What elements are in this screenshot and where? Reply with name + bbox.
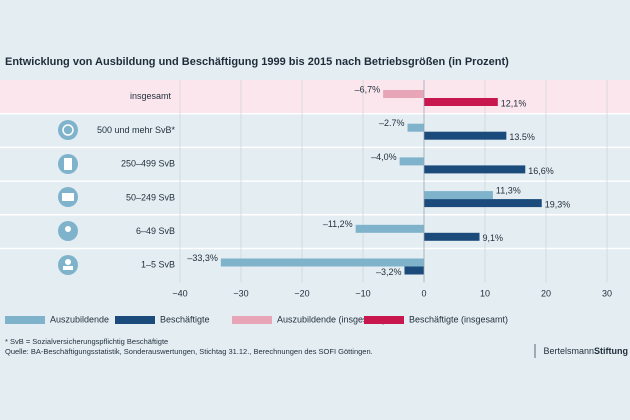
value-label: –4,0% (371, 152, 397, 162)
value-label: 16,6% (528, 166, 554, 176)
bar (404, 266, 424, 275)
brand: BertelsmannStiftung (543, 346, 628, 356)
chart-title: Entwicklung von Ausbildung und Beschäfti… (5, 56, 509, 68)
legend-swatch (364, 316, 404, 324)
x-tick-label: 20 (541, 289, 551, 299)
bar (220, 258, 424, 267)
value-label: –6,7% (355, 84, 381, 94)
legend-label: Auszubildende (insgesamt) (277, 314, 386, 324)
source: Quelle: BA-Beschäftigungsstatistik, Sond… (5, 347, 373, 356)
y-tick-label: insgesamt (130, 91, 172, 101)
bar (424, 199, 542, 208)
x-tick-label: −10 (355, 289, 370, 299)
value-label: –11,2% (323, 219, 353, 229)
value-label: 13.5% (509, 132, 535, 142)
x-tick-label: −30 (233, 289, 248, 299)
legend-swatch (232, 316, 272, 324)
x-tick-label: −40 (172, 289, 187, 299)
x-tick-label: 30 (602, 289, 612, 299)
x-tick-label: −20 (294, 289, 309, 299)
value-label: –2.7% (379, 118, 405, 128)
legend-swatch (5, 316, 45, 324)
bar (424, 191, 493, 200)
bar (383, 90, 424, 98)
y-tick-label: 6–49 SvB (136, 226, 175, 236)
value-label: –3,2% (376, 267, 402, 277)
y-tick-label: 500 und mehr SvB* (97, 125, 176, 135)
bar (424, 165, 526, 174)
icons (58, 120, 78, 275)
bar (424, 131, 507, 140)
x-tick-label: 10 (480, 289, 490, 299)
value-label: –33,3% (187, 253, 218, 263)
value-label: 19,3% (545, 199, 571, 209)
value-label: 11,3% (496, 185, 521, 195)
bar (399, 157, 424, 166)
bar (355, 224, 424, 233)
brand-part: Bertelsmann (543, 346, 594, 356)
y-tick-label: 50–249 SvB (126, 192, 175, 202)
y-tick-label: 250–499 SvB (121, 159, 175, 169)
y-tick-label: 1–5 SvB (141, 260, 175, 270)
footnote: * SvB = Sozialversicherungspflichtig Bes… (5, 337, 168, 346)
brand-part: Stiftung (594, 346, 628, 356)
legend-label: Beschäftigte (160, 314, 210, 324)
legend-label: Auszubildende (50, 314, 109, 324)
value-label: 9,1% (483, 233, 504, 243)
bar (407, 123, 424, 132)
bar (424, 232, 480, 241)
x-tick-label: 0 (421, 289, 426, 299)
value-label: 12,1% (501, 98, 527, 108)
highlight-row (0, 80, 630, 113)
bar (424, 98, 498, 106)
legend-swatch (115, 316, 155, 324)
legend-label: Beschäftigte (insgesamt) (409, 314, 508, 324)
